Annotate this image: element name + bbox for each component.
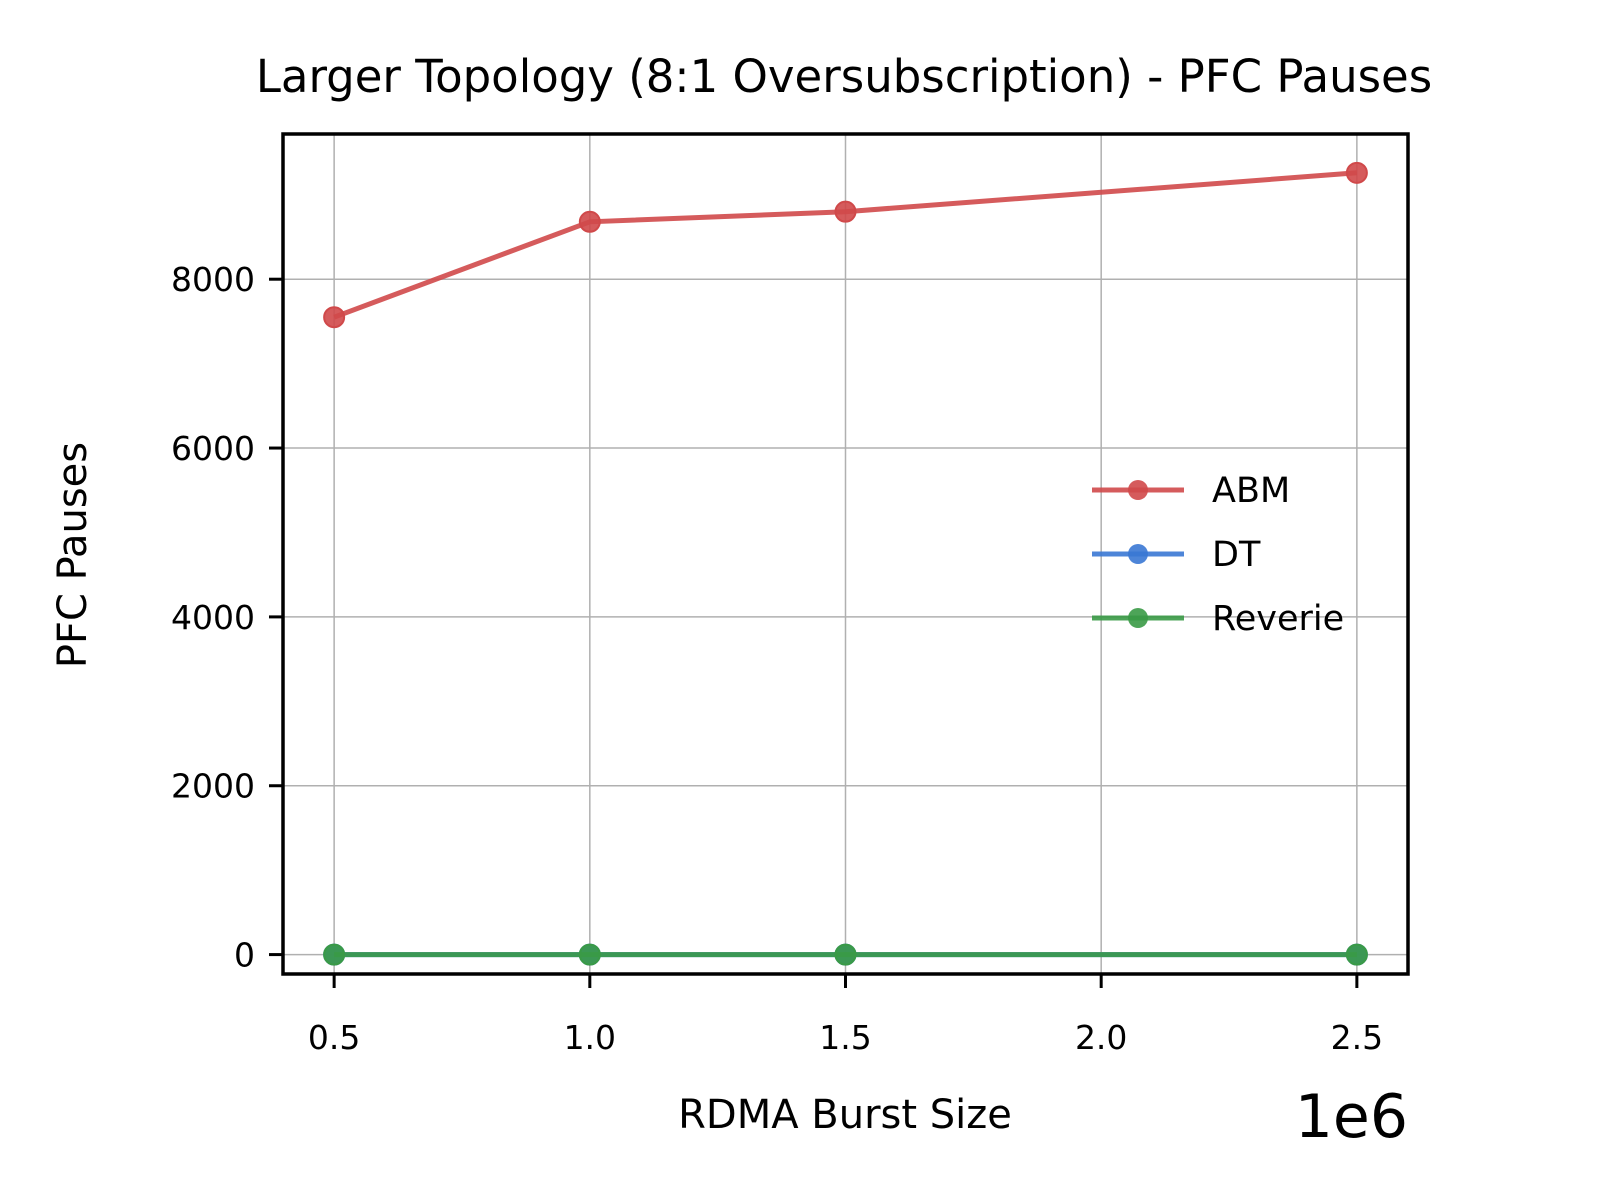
data-point-reverie <box>578 943 601 966</box>
y-tick-label: 2000 <box>171 767 255 806</box>
x-tick-label: 1.5 <box>819 1018 871 1057</box>
legend: ABM DT Reverie <box>1092 471 1344 639</box>
x-tick-label: 2.0 <box>1075 1018 1127 1057</box>
data-point-abm <box>578 210 601 233</box>
y-tick-label: 0 <box>234 936 255 975</box>
data-point-reverie <box>1345 943 1368 966</box>
legend-marker-dt <box>1128 544 1148 564</box>
chart-title: Larger Topology (8:1 Oversubscription) -… <box>256 50 1432 103</box>
data-point-reverie <box>834 943 857 966</box>
axes: 0.5 1.0 1.5 2.0 2.5 0 2000 4000 6000 8000 <box>171 260 1383 1057</box>
legend-label-reverie: Reverie <box>1212 599 1344 639</box>
x-tick-label: 0.5 <box>308 1018 360 1057</box>
legend-marker-abm <box>1128 480 1148 500</box>
data-point-abm <box>1345 161 1368 184</box>
legend-label-abm: ABM <box>1212 471 1290 511</box>
legend-label-dt: DT <box>1212 535 1261 575</box>
legend-marker-reverie <box>1128 608 1148 628</box>
y-tick-label: 8000 <box>171 260 255 299</box>
y-tick-label: 6000 <box>171 429 255 468</box>
series-layer <box>323 161 1368 966</box>
data-point-abm <box>834 200 857 223</box>
series-line-abm <box>333 170 1358 320</box>
x-axis-label: RDMA Burst Size <box>678 1092 1012 1138</box>
y-tick-label: 4000 <box>171 598 255 637</box>
x-offset-label: 1e6 <box>1295 1082 1408 1152</box>
data-point-abm <box>323 306 346 329</box>
data-point-reverie <box>323 943 346 966</box>
x-tick-label: 2.5 <box>1331 1018 1383 1057</box>
y-axis-label: PFC Pauses <box>50 442 96 668</box>
x-tick-label: 1.0 <box>564 1018 616 1057</box>
